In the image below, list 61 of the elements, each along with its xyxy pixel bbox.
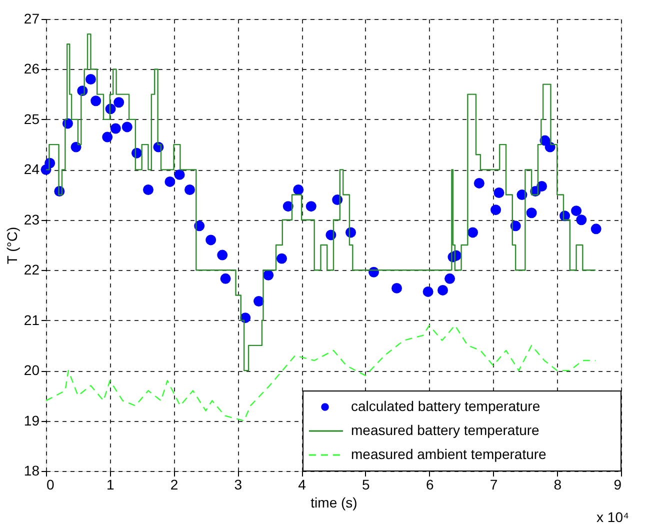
- x-tick-label: 8: [554, 476, 562, 492]
- x-tick-label: 2: [170, 476, 178, 492]
- point: [102, 132, 113, 142]
- x-tick-label: 0: [46, 476, 54, 492]
- point: [142, 184, 154, 195]
- point: [438, 284, 448, 296]
- legend-label: calculated battery temperature: [351, 398, 540, 414]
- point: [571, 206, 582, 216]
- point: [422, 286, 434, 297]
- x-tick-label: 5: [362, 476, 370, 492]
- x-tick-label: 4: [298, 476, 306, 492]
- x-tick-label: 3: [234, 476, 242, 492]
- y-axis-title: T (°C): [4, 226, 20, 264]
- x-tick-label: 9: [614, 476, 622, 492]
- point: [90, 96, 102, 106]
- point: [220, 273, 231, 284]
- point: [114, 97, 124, 108]
- point: [85, 74, 96, 84]
- point: [392, 282, 402, 294]
- point: [206, 234, 216, 246]
- point: [217, 250, 228, 260]
- y-tick-label: 24: [24, 161, 40, 178]
- point: [122, 122, 132, 132]
- point: [194, 220, 205, 232]
- point: [276, 253, 287, 264]
- text: x 10⁴: [596, 509, 629, 525]
- x-tick-label: 7: [490, 476, 498, 492]
- point: [70, 142, 82, 152]
- point: [526, 208, 537, 218]
- y-tick-label: 23: [24, 211, 40, 228]
- x-tick-label: 1: [106, 476, 114, 492]
- point: [293, 184, 304, 195]
- point: [174, 169, 185, 180]
- point: [282, 201, 294, 212]
- y-tick-label: 18: [24, 462, 40, 478]
- point: [468, 227, 478, 238]
- legend-label: measured ambient temperature: [351, 446, 547, 462]
- legend-label: measured battery temperature: [351, 422, 540, 438]
- point: [254, 296, 264, 306]
- x-axis-title: time (s): [310, 494, 358, 510]
- y-tick-label: 27: [24, 10, 40, 26]
- point: [494, 188, 504, 198]
- point: [184, 184, 195, 195]
- point: [590, 224, 602, 234]
- line-series: [45, 324, 596, 422]
- point: [444, 273, 456, 284]
- y-tick-label: 19: [24, 412, 40, 428]
- y-tick-label: 26: [24, 60, 40, 77]
- point: [536, 181, 548, 192]
- point: [490, 204, 502, 216]
- y-tick-label: 20: [24, 362, 40, 378]
- point: [474, 178, 484, 188]
- y-tick-label: 22: [24, 262, 40, 278]
- point: [263, 270, 274, 280]
- point: [306, 201, 316, 212]
- point: [164, 176, 176, 187]
- y-tick-label: 21: [24, 312, 40, 328]
- x-tick-label: 6: [426, 476, 434, 492]
- y-tick-label: 25: [24, 110, 40, 127]
- point: [110, 123, 121, 134]
- point: [576, 214, 587, 226]
